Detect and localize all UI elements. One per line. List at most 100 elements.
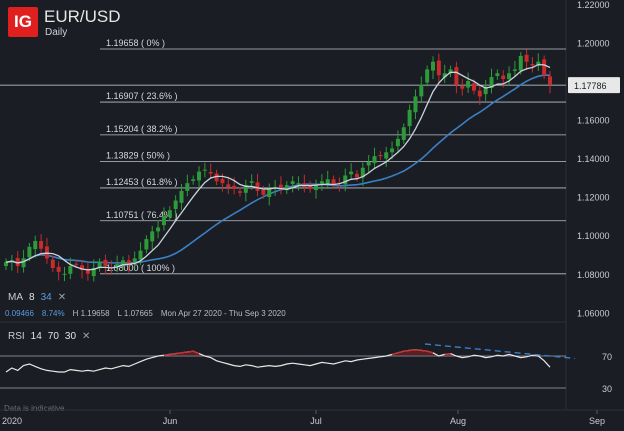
- interval-label: Daily: [45, 27, 68, 38]
- candle-body: [80, 265, 85, 270]
- candle-body: [27, 246, 32, 258]
- ma-label: MA: [8, 292, 23, 303]
- candle-body: [448, 69, 453, 74]
- candle-body: [249, 181, 254, 183]
- candle-body: [243, 185, 248, 193]
- candle-body: [50, 259, 55, 269]
- rsi-indicator-bar: RSI 14 70 30 ✕: [8, 331, 90, 342]
- rsi-tick-label: 30: [602, 384, 612, 394]
- rsi-label: RSI: [8, 331, 25, 342]
- candle-body: [150, 231, 155, 242]
- high-value: H 1.19658: [72, 309, 110, 318]
- candle-body: [185, 183, 190, 191]
- candle-body: [226, 184, 231, 188]
- candle-body: [156, 227, 161, 232]
- close-icon[interactable]: ✕: [82, 331, 91, 342]
- candle-body: [284, 185, 289, 191]
- candle-body: [255, 182, 260, 191]
- candle-body: [372, 156, 377, 164]
- candle-body: [360, 167, 365, 178]
- candle-body: [68, 266, 73, 274]
- rsi-overbought-segment: [181, 351, 188, 354]
- candle-body: [179, 190, 184, 203]
- candle-body: [314, 185, 319, 191]
- candle-body: [395, 138, 400, 147]
- ig-logo-text: IG: [14, 12, 32, 31]
- fib-level-label: 1.13829 ( 50% ): [106, 150, 170, 160]
- fib-level-label: 1.16907 ( 23.6% ): [106, 91, 178, 101]
- candle-body: [483, 86, 488, 95]
- candle-body: [343, 175, 348, 185]
- x-tick-label: Jul: [310, 416, 322, 426]
- rsi-overbought-segment: [444, 352, 451, 356]
- candle-body: [548, 76, 552, 85]
- rsi-overbought-segment: [175, 352, 182, 355]
- y-tick-label: 1.10000: [577, 231, 610, 241]
- fib-level-label: 1.19658 ( 0% ): [106, 38, 165, 48]
- candle-body: [419, 84, 424, 97]
- ma-fast-line: [5, 63, 551, 271]
- x-tick-label: Sep: [589, 416, 605, 426]
- rsi-upper: 70: [47, 331, 59, 342]
- candle-body: [267, 188, 272, 198]
- rsi-overbought-segment: [163, 353, 170, 356]
- rsi-overbought-segment: [192, 350, 200, 355]
- current-price-label: 1.17786: [574, 81, 607, 91]
- rsi-overbought-segment: [397, 350, 404, 354]
- candle-body: [97, 262, 102, 269]
- candle-body: [436, 60, 441, 76]
- symbol-title: EUR/USD: [44, 7, 121, 26]
- rsi-lower: 30: [64, 331, 77, 342]
- candle-body: [278, 184, 283, 189]
- x-tick-label: Aug: [450, 416, 466, 426]
- ma-fast-period: 8: [29, 292, 35, 303]
- candle-body: [44, 246, 49, 259]
- candle-body: [477, 90, 482, 97]
- rsi-overbought-segment: [426, 350, 434, 354]
- candle-body: [191, 179, 196, 181]
- candle-body: [489, 77, 494, 88]
- candle-body: [296, 183, 301, 185]
- candle-body: [495, 73, 500, 76]
- candle-body: [115, 264, 120, 267]
- candle-body: [349, 171, 354, 175]
- candle-body: [126, 260, 131, 265]
- candle-body: [354, 173, 359, 178]
- candle-body: [62, 273, 67, 275]
- candle-body: [39, 241, 44, 249]
- fib-level-label: 1.08000 ( 100% ): [106, 263, 175, 273]
- y-tick-label: 1.20000: [577, 38, 610, 48]
- candle-body: [33, 241, 38, 250]
- y-tick-label: 1.06000: [577, 308, 610, 318]
- candle-body: [384, 152, 389, 159]
- candle-body: [15, 257, 20, 267]
- candle-body: [144, 239, 149, 250]
- candle-body: [325, 179, 330, 184]
- ma-slow-line: [5, 74, 550, 264]
- x-tick-label: 2020: [2, 416, 22, 426]
- close-icon[interactable]: ✕: [57, 292, 67, 303]
- low-value: L 1.07665: [117, 309, 153, 318]
- candle-body: [120, 260, 125, 267]
- candle-body: [56, 266, 61, 272]
- candle-body: [442, 73, 447, 78]
- candle-body: [524, 54, 529, 62]
- y-tick-label: 1.08000: [577, 270, 610, 280]
- candle-body: [454, 67, 459, 85]
- rsi-overbought-segment: [391, 352, 399, 356]
- candle-body: [501, 75, 506, 80]
- footer-note: Data is indicative: [4, 404, 65, 413]
- candle-body: [366, 161, 371, 166]
- rsi-line: [5, 348, 551, 373]
- candle-body: [91, 268, 96, 277]
- candle-body: [530, 64, 535, 66]
- date-range: Mon Apr 27 2020 - Thu Sep 3 2020: [160, 309, 286, 318]
- candle-body: [518, 55, 523, 71]
- candle-body: [413, 96, 418, 113]
- candle-body: [173, 200, 178, 210]
- fib-level-label: 1.10751 ( 76.4% ): [106, 210, 178, 220]
- ma-fast-value: 0.09466: [5, 309, 34, 318]
- candle-body: [197, 171, 202, 181]
- rsi-overbought-segment: [187, 350, 194, 353]
